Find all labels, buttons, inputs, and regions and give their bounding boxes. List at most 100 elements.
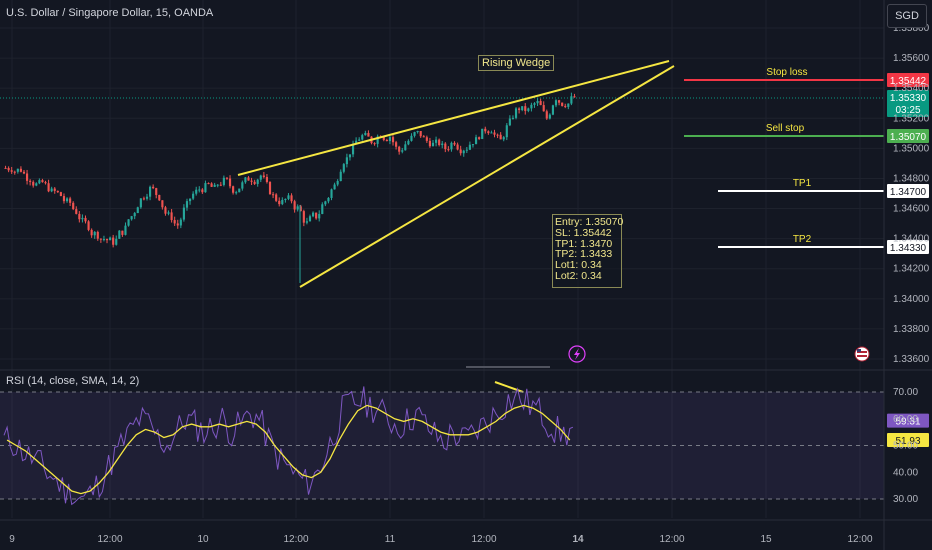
candle-body [348, 154, 352, 158]
candle-body [139, 198, 142, 208]
candle-body [155, 188, 158, 195]
candle-body [44, 182, 47, 184]
candle-body [195, 189, 198, 194]
rsi-indicator-title[interactable]: RSI (14, close, SMA, 14, 2) [6, 375, 140, 387]
candle-body [536, 100, 539, 104]
candle-body [188, 198, 192, 202]
candle-body [244, 177, 247, 183]
candle-body [290, 195, 293, 202]
candle-body [204, 183, 207, 193]
candle-body [373, 143, 376, 145]
candle-body [235, 192, 238, 194]
lightning-icon [568, 345, 586, 363]
candle-body [351, 143, 355, 155]
candle-body [395, 142, 398, 147]
candle-body [56, 190, 59, 193]
candle-body [404, 144, 407, 151]
rising-wedge-label[interactable]: Rising Wedge [478, 55, 555, 71]
x-tick-label: 14 [572, 534, 584, 545]
candle-body [434, 139, 438, 143]
candle-body [118, 230, 121, 239]
candle-body [518, 108, 521, 111]
currency-button[interactable]: SGD [887, 4, 927, 28]
candle-body [481, 128, 484, 139]
candle-body [41, 180, 44, 183]
candle-body [398, 146, 401, 152]
candle-body [102, 239, 106, 241]
trade-levels: Stop loss 1.35442 Sell stop 1.35070 TP1 1.347… [0, 67, 929, 254]
candle-body [225, 177, 229, 179]
candle-body [232, 186, 235, 193]
note-entry: Entry: 1.35070 [555, 216, 624, 228]
us-flag-icon-canton [857, 349, 861, 352]
candle-body [284, 198, 287, 200]
candle-body [468, 144, 471, 150]
candle-body [65, 198, 69, 202]
candle-body [90, 229, 93, 236]
trade-note-box[interactable]: Entry: 1.35070 SL: 1.35442 TP1: 1.3470 T… [552, 214, 624, 288]
countdown-text: 03:25 [895, 105, 920, 116]
candle-body [573, 96, 576, 98]
candle-body [62, 196, 66, 202]
candle-body [210, 183, 213, 187]
candle-body [345, 157, 348, 165]
candle-body [164, 207, 167, 214]
candle-body [38, 180, 41, 184]
candle-body [170, 212, 173, 221]
candle-body [361, 135, 364, 140]
lightning-icon-ring [568, 345, 586, 363]
candle-body [256, 179, 259, 184]
rsi-value-tag [887, 413, 929, 428]
current-price-tag [887, 90, 929, 117]
candle-body [499, 134, 502, 140]
us-flag-icon [854, 346, 870, 362]
note-tp1: TP1: 1.3470 [555, 237, 613, 250]
x-tick-label: 9 [9, 534, 15, 545]
candle-body [275, 194, 278, 201]
candle-body [539, 100, 542, 106]
candle-body [355, 140, 358, 144]
candle-body [115, 238, 118, 245]
y-tick-label: 1.34600 [893, 204, 930, 215]
candle-body [511, 117, 515, 119]
y-tick-label: 1.35600 [893, 53, 930, 64]
y-tick-label: 1.34200 [893, 264, 930, 275]
candle-body [308, 216, 312, 222]
candle-body [105, 239, 109, 241]
candle-body [391, 137, 395, 143]
candle-body [145, 196, 149, 199]
candle-body [148, 186, 152, 197]
candle-body [10, 170, 13, 172]
y-tick-label: 1.35200 [893, 113, 930, 124]
candle-body [219, 184, 222, 186]
pane-resize-handle [466, 366, 550, 368]
stop-loss-price-tag-text: 1.35442 [890, 76, 927, 87]
tp2-label: TP2 [793, 234, 812, 245]
rsi-tick-label: 60.00 [893, 414, 918, 425]
candle-body [324, 201, 327, 205]
tp2-price-tag [887, 240, 929, 254]
candle-body [567, 103, 570, 107]
rsi-tick-label: 30.00 [893, 494, 918, 505]
candle-body [185, 201, 189, 208]
candle-body [182, 207, 185, 220]
candle-body [305, 221, 308, 223]
candle-body [330, 189, 333, 198]
candle-body [121, 230, 124, 235]
note-sl: SL: 1.35442 [555, 226, 612, 239]
candle-body [367, 132, 370, 137]
x-tick-label: 12:00 [283, 534, 308, 545]
candle-body [112, 237, 115, 245]
candle-body [35, 183, 38, 186]
candle-body [533, 103, 536, 105]
candle-body [431, 142, 435, 147]
tp1-price-tag-text: 1.34700 [890, 187, 927, 198]
grid [0, 0, 884, 518]
candle-body [456, 144, 459, 150]
candle-body [241, 182, 244, 189]
candle-body [124, 225, 127, 235]
candle-body [438, 139, 441, 145]
us-flag-icon-stripe [857, 355, 867, 357]
